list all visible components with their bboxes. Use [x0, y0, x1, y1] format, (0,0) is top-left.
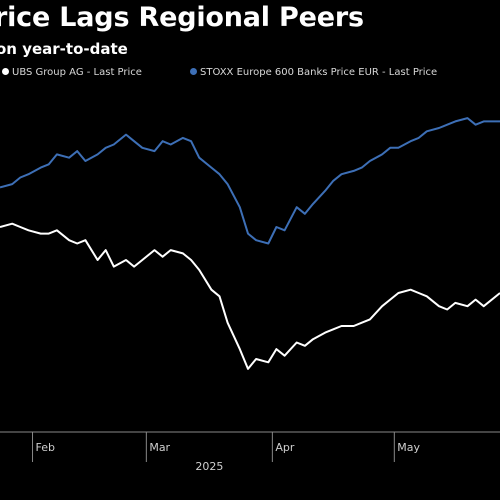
- legend-label-ubs: UBS Group AG - Last Price: [12, 67, 142, 78]
- x-axis-year-label: 2025: [195, 460, 223, 473]
- x-tick-label: Apr: [275, 441, 295, 454]
- x-tick-mar: Mar: [145, 432, 171, 462]
- x-tick-feb: Feb: [32, 432, 55, 462]
- x-tick-may: May: [393, 432, 421, 462]
- x-tick-label: May: [397, 441, 420, 454]
- legend-item-stoxx-banks: STOXX Europe 600 Banks Price EUR - Last …: [190, 67, 437, 78]
- legend-label-stoxx-banks: STOXX Europe 600 Banks Price EUR - Last …: [200, 67, 438, 78]
- x-tick-apr: Apr: [271, 432, 295, 462]
- chart-legend: UBS Group AG - Last Price STOXX Europe 6…: [0, 67, 500, 83]
- x-axis-ticks: Feb Mar Apr May: [32, 432, 421, 462]
- x-tick-label: Feb: [36, 441, 55, 454]
- legend-swatch-stoxx-banks: [190, 68, 197, 75]
- chart-subtitle: on year-to-date: [0, 40, 128, 58]
- chart-title: rice Lags Regional Peers: [0, 2, 364, 33]
- series-layer: [0, 117, 500, 370]
- legend-item-ubs: UBS Group AG - Last Price: [2, 67, 142, 78]
- legend-swatch-ubs: [2, 68, 9, 75]
- series-line-ubs: [0, 222, 500, 370]
- x-tick-label: Mar: [149, 441, 170, 454]
- series-line-stoxx-banks: [0, 117, 500, 245]
